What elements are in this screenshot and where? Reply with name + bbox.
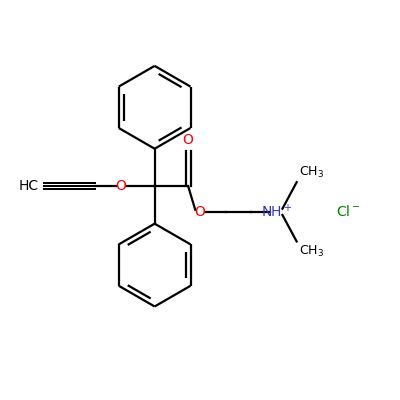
Text: HC: HC (18, 179, 38, 193)
Text: CH$_3$: CH$_3$ (299, 244, 324, 259)
Text: O: O (116, 179, 126, 193)
Text: NH$^+$: NH$^+$ (261, 203, 293, 220)
Text: Cl$^-$: Cl$^-$ (336, 204, 360, 219)
Text: CH$_3$: CH$_3$ (299, 165, 324, 180)
Text: O: O (194, 205, 206, 219)
Text: O: O (183, 133, 194, 147)
